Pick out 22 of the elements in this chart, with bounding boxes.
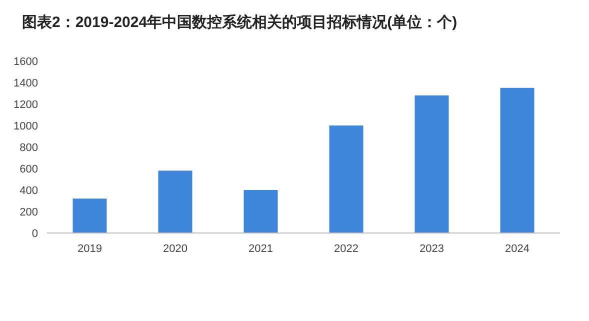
bar	[158, 170, 192, 233]
y-tick-label: 1200	[14, 99, 38, 111]
y-tick-label: 800	[20, 142, 38, 154]
bar	[500, 88, 534, 233]
x-tick-label: 2023	[420, 243, 444, 255]
x-tick-label: 2021	[248, 243, 273, 255]
bar	[72, 198, 107, 233]
y-tick-label: 1600	[14, 56, 38, 68]
chart-title: 图表2：2019-2024年中国数控系统相关的项目招标情况(单位：个)	[22, 14, 458, 31]
bar	[414, 95, 449, 233]
y-tick-label: 200	[20, 206, 38, 218]
y-tick-label: 400	[20, 185, 38, 197]
x-tick-label: 2019	[78, 243, 102, 255]
y-tick-label: 1400	[14, 78, 38, 90]
x-tick-label: 2024	[505, 243, 530, 255]
y-tick-label: 600	[20, 164, 38, 176]
bar	[329, 126, 364, 233]
y-tick-label: 0	[32, 228, 38, 240]
y-tick-label: 1000	[14, 120, 38, 132]
x-tick-label: 2020	[163, 243, 188, 255]
bar	[244, 190, 278, 233]
x-tick-label: 2022	[334, 243, 358, 255]
